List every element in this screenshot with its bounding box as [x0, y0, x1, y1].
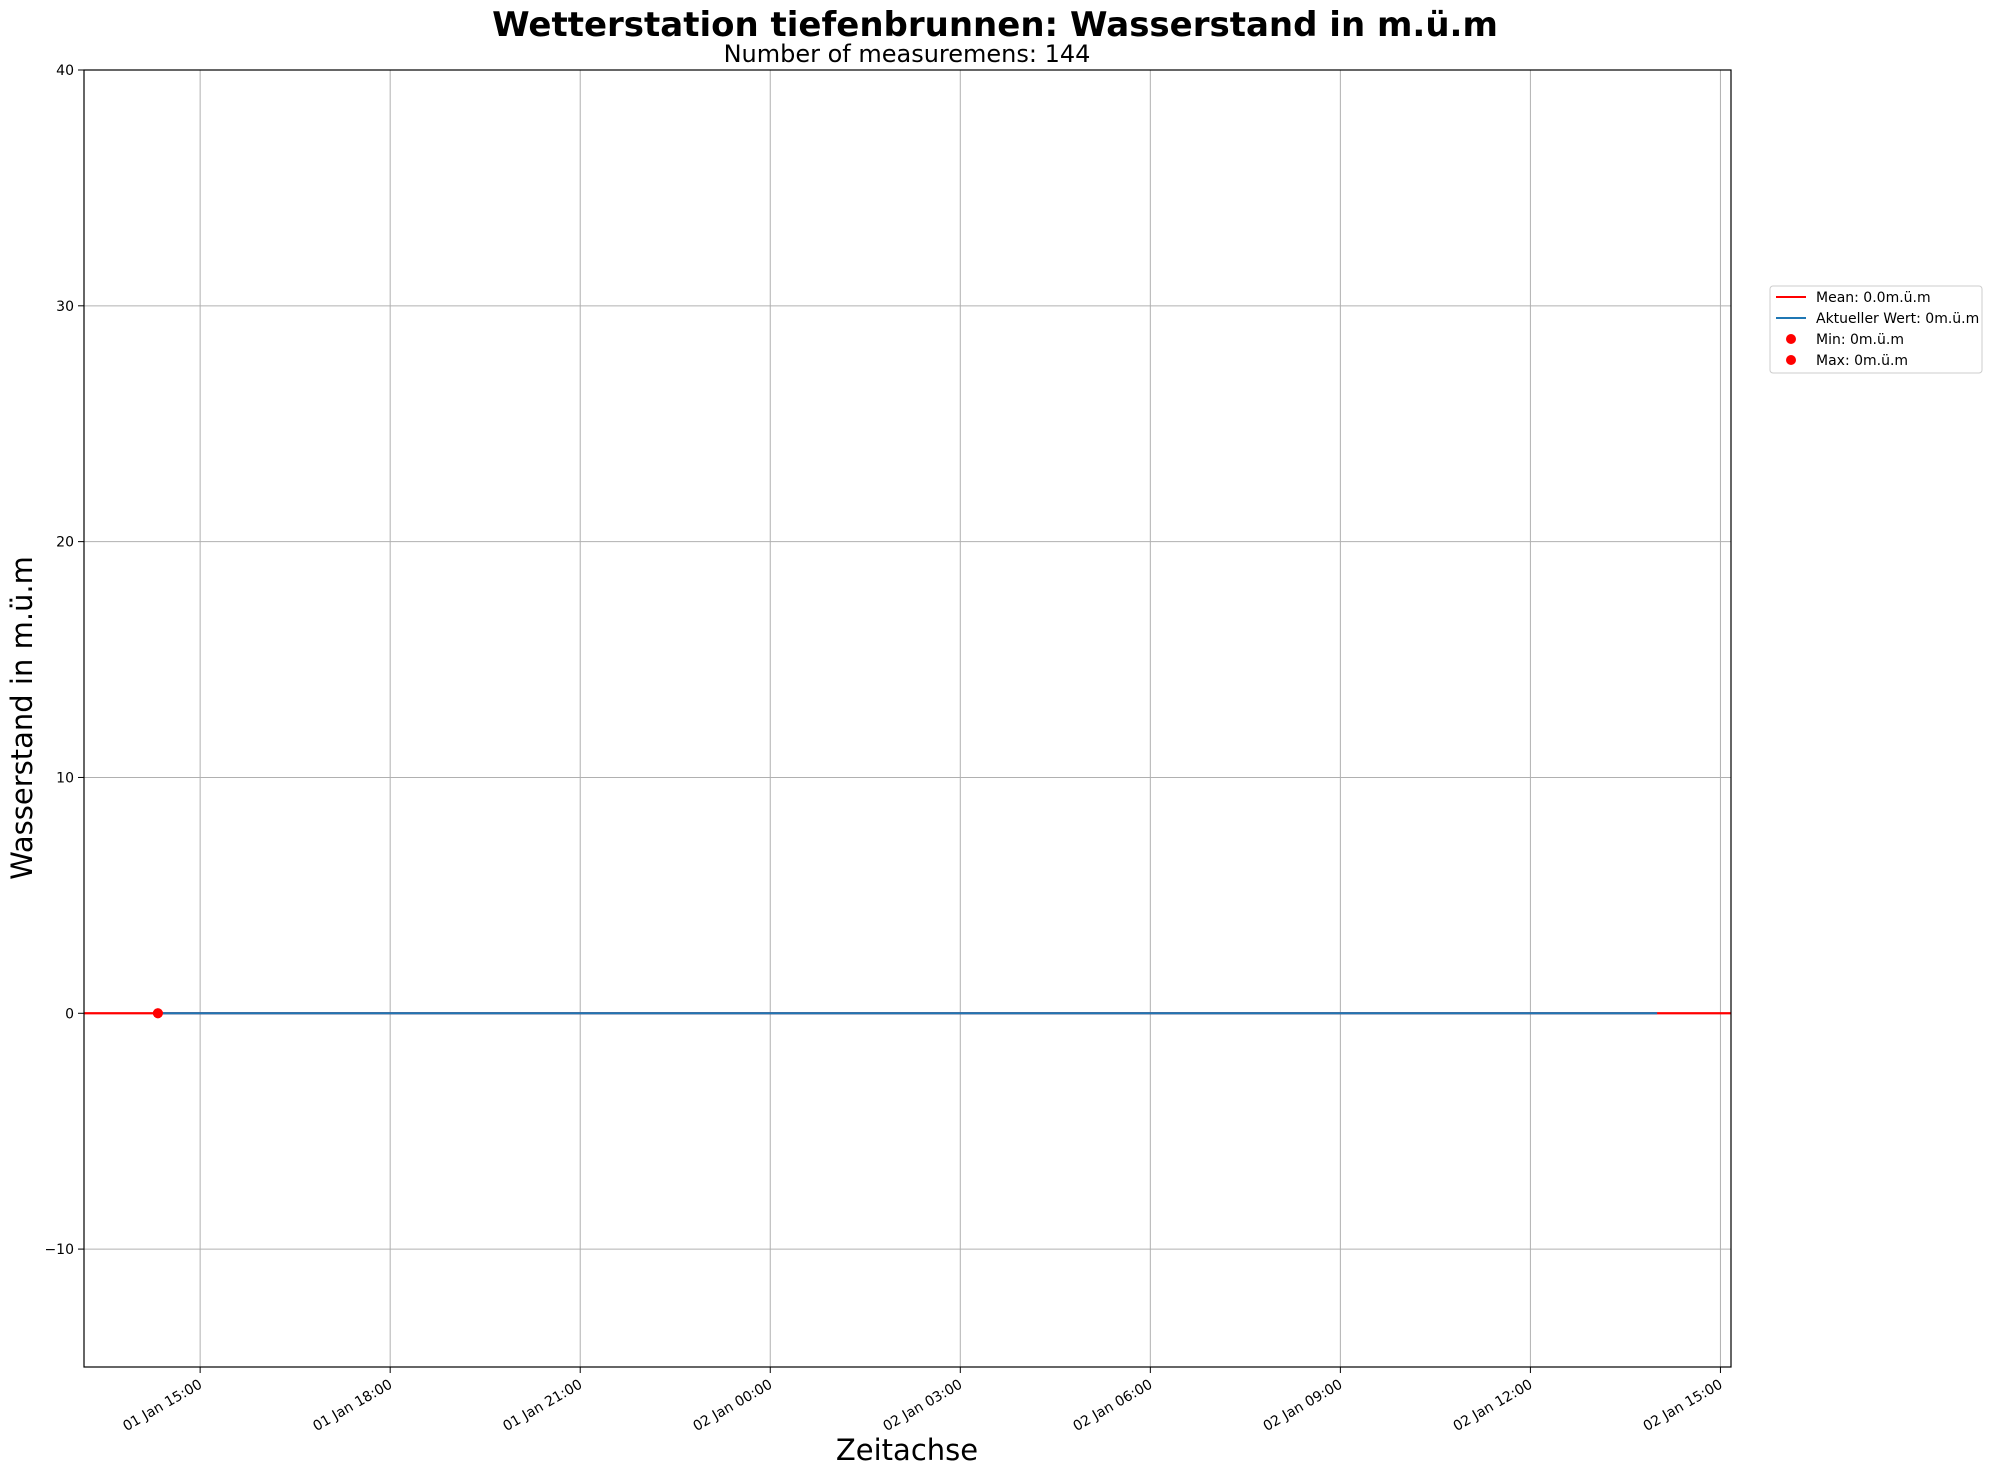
legend-entry-label: Mean: 0.0m.ü.m [1816, 290, 1931, 306]
chart-title: Wetterstation tiefenbrunnen: Wasserstand… [492, 5, 1498, 45]
x-tick-label: 02 Jan 12:00 [1451, 1377, 1536, 1435]
x-tick-label: 02 Jan 09:00 [1261, 1377, 1346, 1435]
x-tick-label: 02 Jan 06:00 [1071, 1377, 1156, 1435]
y-tick-label: 0 [65, 1006, 74, 1022]
legend-point-marker [1786, 334, 1796, 344]
x-axis-label: Zeitachse [836, 1433, 978, 1467]
y-tick-label: 30 [56, 299, 74, 315]
plot-frame [83, 69, 1732, 1368]
y-axis-ticks: −10 0 10 20 30 40 [44, 63, 84, 1258]
y-tick-label: −10 [44, 1242, 74, 1258]
legend-frame [1769, 285, 1983, 374]
legend-entry-label: Max: 0m.ü.m [1816, 353, 1908, 369]
x-tick-label: 02 Jan 03:00 [881, 1377, 966, 1435]
y-tick-label: 10 [56, 770, 74, 786]
y-axis-label: Wasserstand in m.ü.m [5, 556, 39, 880]
legend-entry-label: Min: 0m.ü.m [1816, 332, 1904, 348]
plot-series [84, 1008, 1731, 1019]
legend-entry-label: Aktueller Wert: 0m.ü.m [1816, 311, 1979, 327]
x-tick-label: 02 Jan 15:00 [1641, 1377, 1726, 1435]
x-tick-label: 01 Jan 15:00 [120, 1377, 205, 1435]
legend: Mean: 0.0m.ü.m Aktueller Wert: 0m.ü.m Min:… [1769, 285, 1983, 374]
y-tick-label: 40 [56, 63, 74, 79]
x-tick-label: 02 Jan 00:00 [690, 1377, 775, 1435]
x-tick-label: 01 Jan 21:00 [500, 1377, 585, 1435]
x-axis-ticks: 01 Jan 15:00 01 Jan 18:00 01 Jan 21:00 02 J… [120, 1367, 1725, 1435]
legend-point-marker [1786, 355, 1796, 365]
y-tick-label: 20 [56, 535, 74, 551]
series-point [152, 1008, 163, 1019]
grid [84, 69, 1731, 1367]
x-tick-label: 01 Jan 18:00 [310, 1377, 395, 1435]
chart-subtitle: Number of measuremens: 144 [724, 40, 1091, 68]
